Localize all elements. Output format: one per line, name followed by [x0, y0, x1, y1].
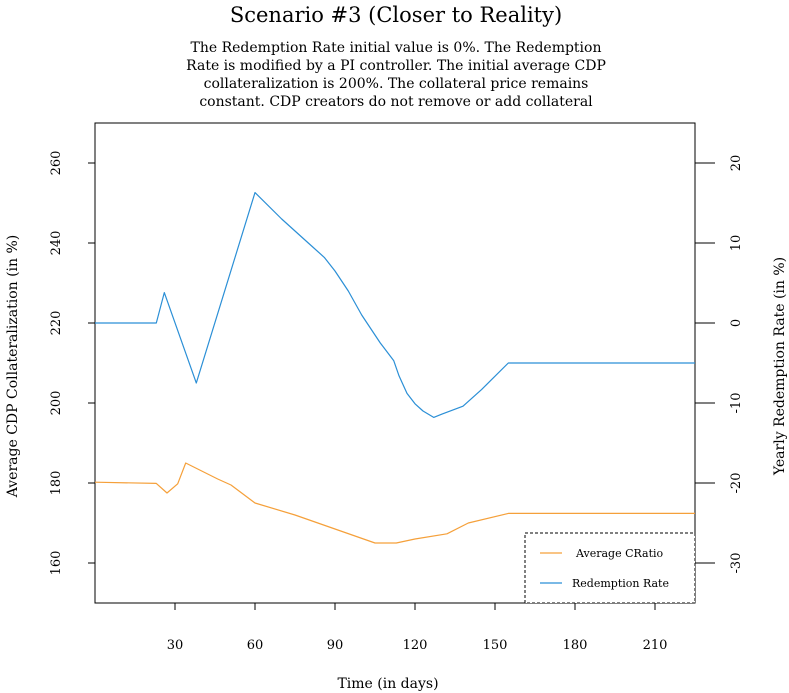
y-right-tick-label: 10	[729, 235, 744, 252]
y-axis-left: 160 180 200 220 240 260	[49, 151, 95, 576]
y-right-tick-label: -10	[729, 393, 744, 414]
y-left-tick-label: 260	[49, 151, 64, 176]
y-left-tick-label: 240	[49, 231, 64, 256]
x-tick-label: 210	[643, 638, 668, 653]
x-tick-label: 60	[247, 638, 264, 653]
x-tick-label: 150	[483, 638, 508, 653]
chart-subtitle-line: collateralization is 200%. The collatera…	[204, 76, 589, 92]
series-layer	[94, 192, 695, 544]
y-left-tick-label: 180	[49, 471, 64, 496]
chart-subtitle-line: The Redemption Rate initial value is 0%.…	[191, 40, 602, 56]
x-tick-label: 30	[167, 638, 184, 653]
legend-label-average-cratio: Average CRatio	[575, 547, 664, 560]
y-left-tick-label: 220	[49, 311, 64, 336]
legend-box	[524, 532, 696, 604]
legend-label-redemption-rate: Redemption Rate	[572, 577, 669, 590]
y-right-tick-label: 0	[729, 319, 744, 327]
x-tick-label: 120	[403, 638, 428, 653]
x-axis: 30 60 90 120 150 180 210	[167, 603, 668, 653]
y-axis-right: -30 -20 -10 0 10 20	[695, 155, 744, 574]
y-right-tick-label: 20	[729, 155, 744, 172]
x-axis-label: Time (in days)	[337, 676, 438, 692]
x-tick-label: 90	[327, 638, 344, 653]
chart-title: Scenario #3 (Closer to Reality)	[230, 3, 562, 27]
series-line-redemption-rate	[95, 192, 695, 418]
y-left-tick-label: 200	[49, 391, 64, 416]
x-tick-label: 180	[563, 638, 588, 653]
y-right-tick-label: -20	[729, 473, 744, 494]
chart-subtitle-line: constant. CDP creators do not remove or …	[199, 94, 593, 110]
y-axis-right-label: Yearly Redemption Rate (in %)	[772, 257, 788, 476]
series-line-average-cratio	[94, 462, 695, 544]
y-left-tick-label: 160	[49, 551, 64, 576]
y-axis-left-label: Average CDP Collateralization (in %)	[5, 235, 21, 499]
legend: Average CRatio Redemption Rate	[524, 532, 696, 604]
chart-subtitle-line: Rate is modified by a PI controller. The…	[186, 58, 606, 74]
y-right-tick-label: -30	[729, 553, 744, 574]
